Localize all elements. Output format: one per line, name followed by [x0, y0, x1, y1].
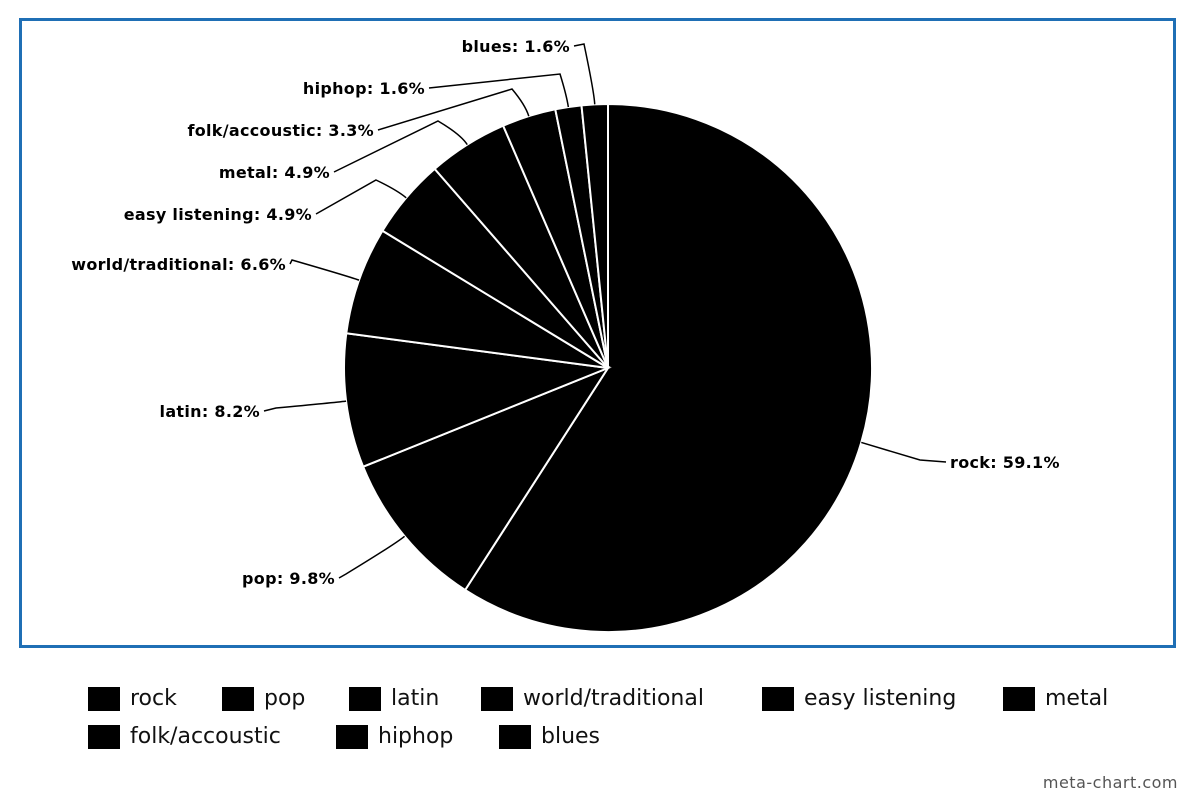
legend-swatch: [1003, 686, 1035, 711]
slice-label: pop: 9.8%: [242, 569, 335, 588]
pie-slice-latin: [343, 332, 612, 469]
legend-label: world/traditional: [523, 686, 704, 711]
leader-line: [377, 88, 530, 131]
leader-line: [428, 73, 570, 108]
pie-chart: rock: 59.1% pop: 9.8% latin: 8.2% world/tra…: [71, 37, 1060, 633]
slice-label: hiphop: 1.6%: [303, 79, 425, 98]
legend-item-world-traditional: world/traditional: [481, 686, 704, 711]
legend-label: hiphop: [378, 724, 454, 749]
slice-label: latin: 8.2%: [160, 402, 260, 421]
legend-item-pop: pop: [222, 686, 305, 711]
legend-label: blues: [541, 724, 601, 749]
leader-lines: [263, 43, 947, 579]
pie-slice-pop: [361, 365, 611, 592]
pie-slice-rock: [463, 102, 873, 633]
legend-item-metal: metal: [1003, 686, 1108, 711]
slice-labels: rock: 59.1% pop: 9.8% latin: 8.2% world/tra…: [71, 37, 1060, 588]
leader-line: [861, 441, 947, 463]
leader-line: [338, 535, 406, 579]
legend-item-hiphop: hiphop: [336, 724, 453, 749]
slice-label: blues: 1.6%: [462, 37, 570, 56]
legend-swatch: [481, 686, 513, 711]
legend-label: rock: [130, 686, 177, 711]
legend-swatch: [222, 686, 254, 711]
legend-swatch: [88, 686, 120, 711]
legend-label: metal: [1045, 686, 1109, 711]
legend-item-rock: rock: [88, 686, 177, 711]
leader-line: [263, 400, 347, 412]
legend-swatch: [349, 686, 381, 711]
leader-line: [573, 43, 596, 105]
slice-label: world/traditional: 6.6%: [71, 255, 286, 274]
legend-swatch: [336, 724, 368, 749]
legend-label: easy listening: [804, 686, 957, 711]
slice-label: metal: 4.9%: [219, 163, 330, 182]
watermark: meta-chart.com: [1042, 773, 1178, 792]
legend-item-easy-listening: easy listening: [762, 686, 956, 711]
chart-frame: [19, 18, 1176, 648]
legend-item-latin: latin: [349, 686, 439, 711]
slice-label: easy listening: 4.9%: [124, 205, 312, 224]
pie-slices: [343, 102, 873, 633]
legend-swatch: [499, 724, 531, 749]
legend-item-folk-accoustic: folk/accoustic: [88, 724, 281, 749]
pie-slice-world-traditional: [345, 229, 609, 369]
slice-label: rock: 59.1%: [950, 453, 1060, 472]
legend-label: folk/accoustic: [130, 724, 281, 749]
leader-line: [315, 179, 407, 215]
slice-label: folk/accoustic: 3.3%: [187, 121, 374, 140]
legend-label: latin: [391, 686, 440, 711]
pie-slice-blues: [580, 102, 609, 369]
legend-label: pop: [264, 686, 306, 711]
legend-item-blues: blues: [499, 724, 600, 749]
legend-swatch: [88, 724, 120, 749]
legend-swatch: [762, 686, 794, 711]
leader-line: [333, 120, 468, 173]
leader-line: [289, 259, 360, 281]
